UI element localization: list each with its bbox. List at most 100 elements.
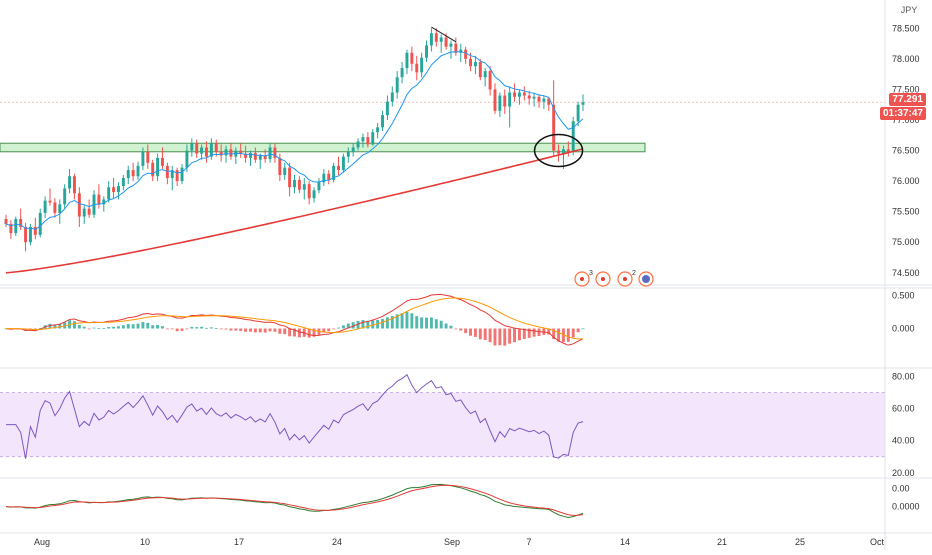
candle-body <box>278 157 282 175</box>
macd-histogram-bar <box>249 328 252 332</box>
gridlines <box>0 101 932 479</box>
candle-body <box>244 153 248 158</box>
candle-body <box>24 226 28 243</box>
macd-histogram-bar <box>239 328 243 332</box>
candle-body <box>205 147 208 157</box>
candle-body <box>307 184 311 199</box>
time-tick-label: 10 <box>140 537 150 547</box>
candle-body <box>126 170 130 179</box>
candle-body <box>146 151 150 163</box>
candle-body <box>102 199 106 205</box>
macd-histogram-bar <box>146 322 150 329</box>
macd-histogram-bar <box>219 328 223 330</box>
macd-histogram-bar <box>234 328 238 331</box>
macd-histogram-bar <box>293 328 296 337</box>
macd-histogram-bar <box>356 320 360 329</box>
candle-body <box>517 92 521 97</box>
macd-histogram-bar <box>444 323 448 329</box>
macd-histogram-bar <box>53 324 57 329</box>
alert-icon-dot <box>580 277 584 281</box>
candle-body <box>444 37 448 47</box>
support-zone-rect <box>0 142 646 153</box>
time-tick-label: 17 <box>234 537 244 547</box>
macd-histogram-bar <box>405 311 409 329</box>
candle-body <box>175 170 179 182</box>
candle-body <box>449 43 453 47</box>
macd-histogram-bar <box>161 326 164 329</box>
candle-body <box>136 165 140 177</box>
macd-histogram-bar <box>464 328 468 334</box>
last-price-tag: 77.291 <box>889 93 926 106</box>
macd-histogram-bar <box>77 324 81 329</box>
macd-histogram-bar <box>371 320 375 329</box>
macd-histogram-bar <box>175 328 179 332</box>
candle-body <box>170 170 174 179</box>
macd-histogram-bar <box>415 316 419 329</box>
candle-body <box>263 155 267 160</box>
macd-histogram-bar <box>434 319 438 329</box>
macd-histogram-bar <box>165 328 169 330</box>
macd-histogram-bar <box>390 316 394 329</box>
alert-icon: 3 <box>574 270 593 287</box>
stoch-tick-label: 0.00 <box>892 483 910 493</box>
macd-histogram-bar <box>63 322 67 329</box>
candle-body <box>268 147 272 160</box>
macd-tick-label: 0.500 <box>892 290 915 300</box>
candle-body <box>219 151 223 156</box>
macd-histogram-bar <box>273 328 277 332</box>
macd-histogram-bar <box>82 326 86 329</box>
candle-body <box>200 147 204 154</box>
candle-body <box>410 52 414 64</box>
candle-body <box>229 149 233 157</box>
candle-body <box>566 149 570 152</box>
candle-body <box>552 104 556 151</box>
candle-body <box>288 167 292 188</box>
candle-body <box>185 150 189 168</box>
candle-body <box>68 176 72 189</box>
alert-icon-dot <box>601 277 605 281</box>
candle-body <box>112 187 116 193</box>
macd-histogram-bar <box>170 328 174 330</box>
macd-histogram-bar <box>121 325 125 329</box>
macd-histogram-bar <box>341 325 345 329</box>
candle-body <box>381 115 384 128</box>
candle-body <box>327 173 331 180</box>
candle-body <box>581 102 585 105</box>
time-tick-label: 7 <box>526 537 531 547</box>
time-tick-label: Sep <box>444 537 460 547</box>
rsi-pane <box>0 373 885 459</box>
candle-body <box>557 150 561 154</box>
currency-label: JPY <box>901 5 918 15</box>
candle-body <box>63 188 67 205</box>
candle-body <box>33 226 37 235</box>
candle-body <box>390 92 394 102</box>
ema-slow-line <box>5 148 584 274</box>
macd-histogram-bar <box>297 328 301 338</box>
candle-body <box>385 101 389 116</box>
time-tick-label: 24 <box>332 537 342 547</box>
macd-histogram-bar <box>283 328 287 335</box>
price-tick-label: 77.500 <box>892 84 920 94</box>
macd-histogram-bar <box>209 327 213 329</box>
candle-body <box>513 92 517 97</box>
candle-body <box>332 165 336 180</box>
alert-icon-dot <box>623 277 627 281</box>
macd-histogram-bar <box>576 328 580 333</box>
candle-body <box>376 127 380 133</box>
candle-body <box>72 176 76 194</box>
candle-body <box>356 141 360 148</box>
candle-body <box>4 219 8 224</box>
rsi-tick-label: 60.00 <box>892 404 915 414</box>
stoch-d-line <box>5 484 584 516</box>
alert-badge: 2 <box>632 270 636 277</box>
candle-body <box>195 143 199 154</box>
candle-body <box>425 45 428 58</box>
candle-body <box>253 153 257 160</box>
rsi-line <box>6 373 584 459</box>
macd-histogram-bar <box>381 318 384 329</box>
highlight-circle <box>533 133 584 168</box>
